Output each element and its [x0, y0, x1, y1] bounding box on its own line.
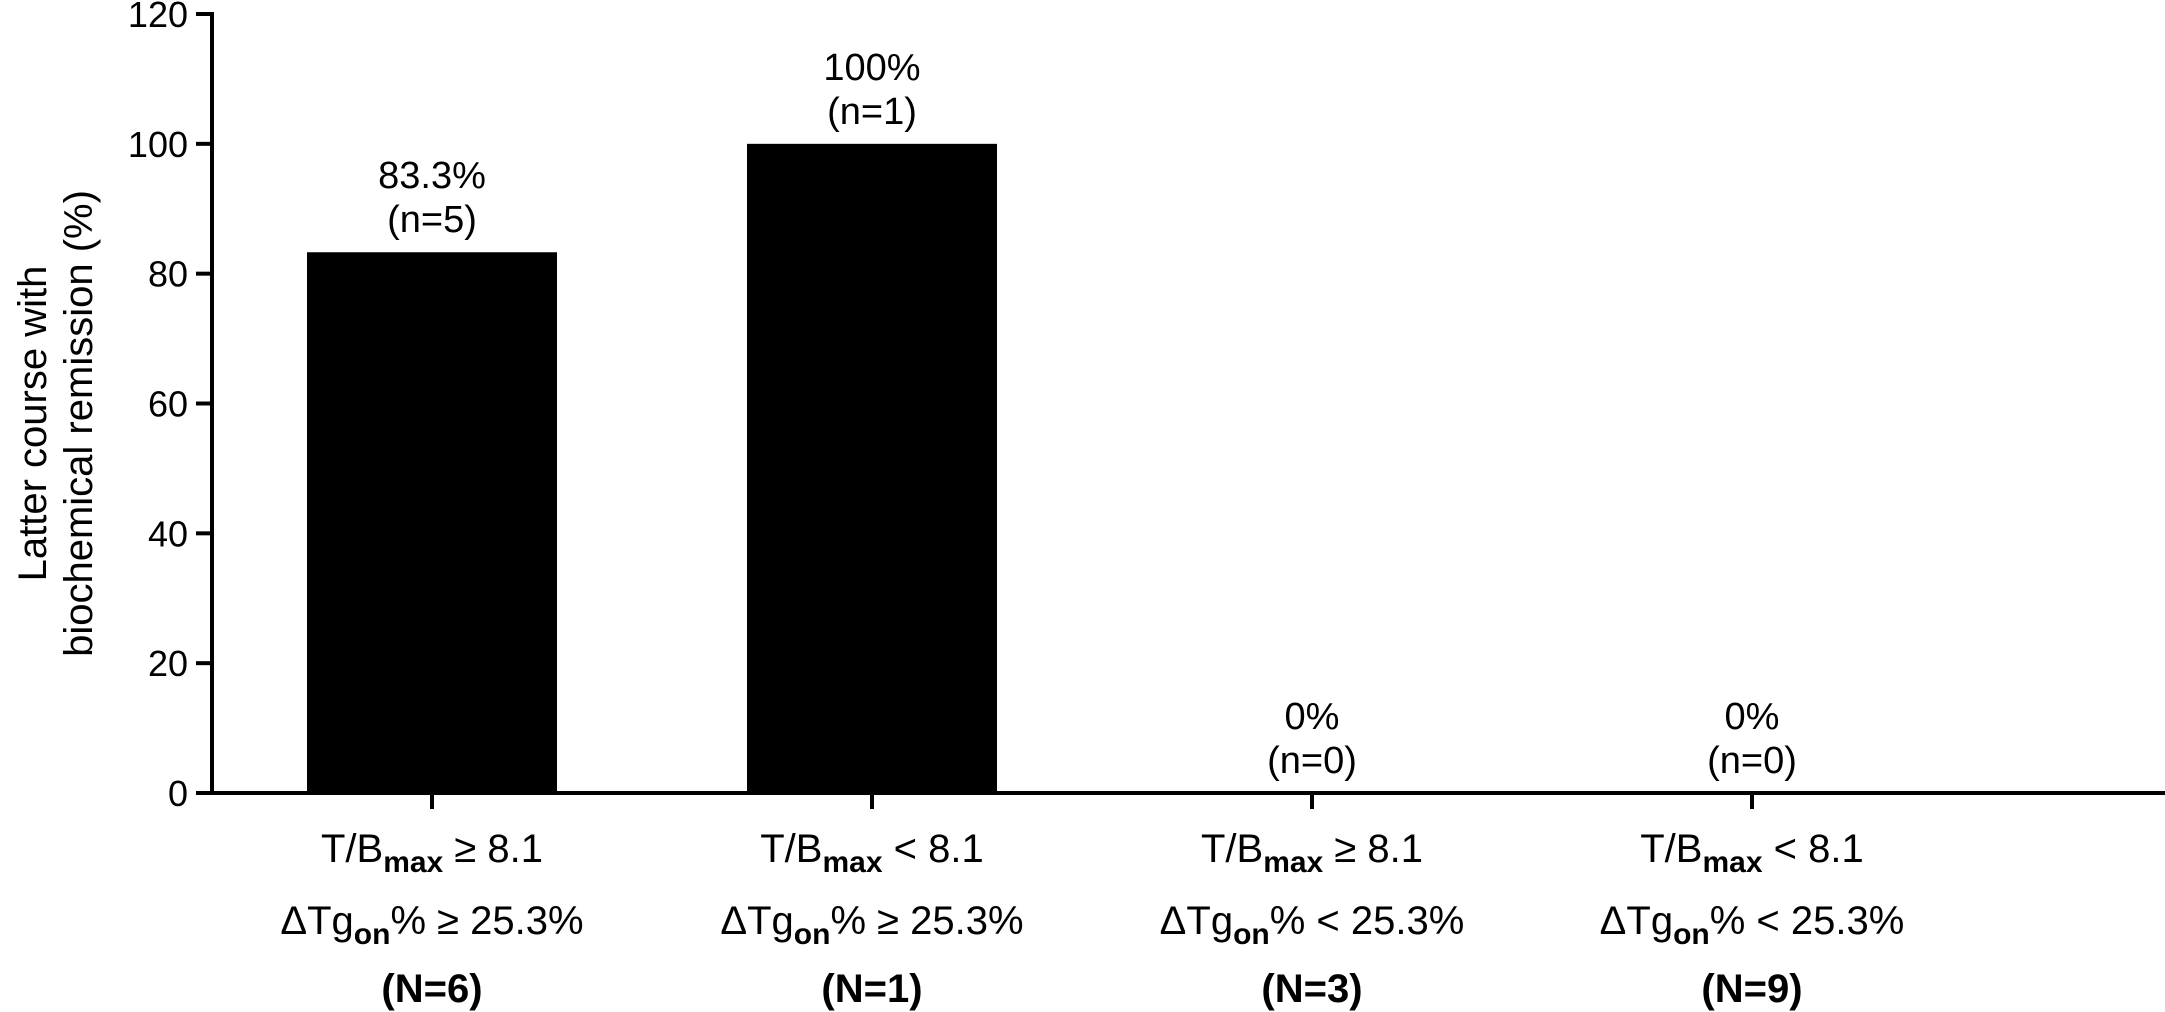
y-tick-label: 100 [128, 124, 188, 165]
y-tick-label: 20 [148, 643, 188, 684]
x-category-label: T/Bmax < 8.1 [760, 827, 983, 879]
y-axis-title: Latter course with biochemical remission … [11, 190, 101, 657]
bar-count-label: (n=5) [387, 199, 477, 241]
y-axis-title-line: Latter course with [11, 266, 55, 582]
bar-count-label: (n=1) [827, 91, 917, 133]
x-category-label: ΔTgon% ≥ 25.3% [280, 899, 583, 951]
x-category-label: T/Bmax ≥ 8.1 [1201, 827, 1423, 879]
x-category-label: T/Bmax ≥ 8.1 [321, 827, 543, 879]
y-tick-label: 0 [168, 773, 188, 814]
x-category-count: (N=1) [821, 967, 922, 1011]
bar-value-label: 0% [1285, 696, 1340, 738]
bars [307, 143, 997, 794]
bar-value-label: 83.3% [378, 155, 486, 197]
x-category-label: ΔTgon% < 25.3% [1600, 899, 1905, 951]
x-category-label: T/Bmax < 8.1 [1640, 827, 1863, 879]
bar [307, 252, 557, 794]
x-category-count: (N=3) [1261, 967, 1362, 1011]
y-axis-title-line: biochemical remission (%) [57, 190, 101, 657]
y-tick-label: 40 [148, 513, 188, 554]
y-tick-label: 80 [148, 254, 188, 295]
bar-count-label: (n=0) [1707, 740, 1797, 782]
x-category-label: ΔTgon% < 25.3% [1160, 899, 1465, 951]
bar-count-label: (n=0) [1267, 740, 1357, 782]
y-tick-label: 60 [148, 384, 188, 425]
y-tick-label: 120 [128, 0, 188, 35]
category-labels: T/Bmax ≥ 8.1 ΔTgon% ≥ 25.3% (N=6) T/Bmax < … [280, 827, 1904, 1011]
x-category-count: (N=6) [381, 967, 482, 1011]
bar-value-label: 100% [823, 47, 920, 89]
x-category-count: (N=9) [1701, 967, 1802, 1011]
bar-value-label: 0% [1725, 696, 1780, 738]
bar-value-labels: 83.3%(n=5)100%(n=1)0%(n=0)0%(n=0) [378, 47, 1797, 782]
bar [747, 143, 997, 794]
x-category-label: ΔTgon% ≥ 25.3% [720, 899, 1023, 951]
